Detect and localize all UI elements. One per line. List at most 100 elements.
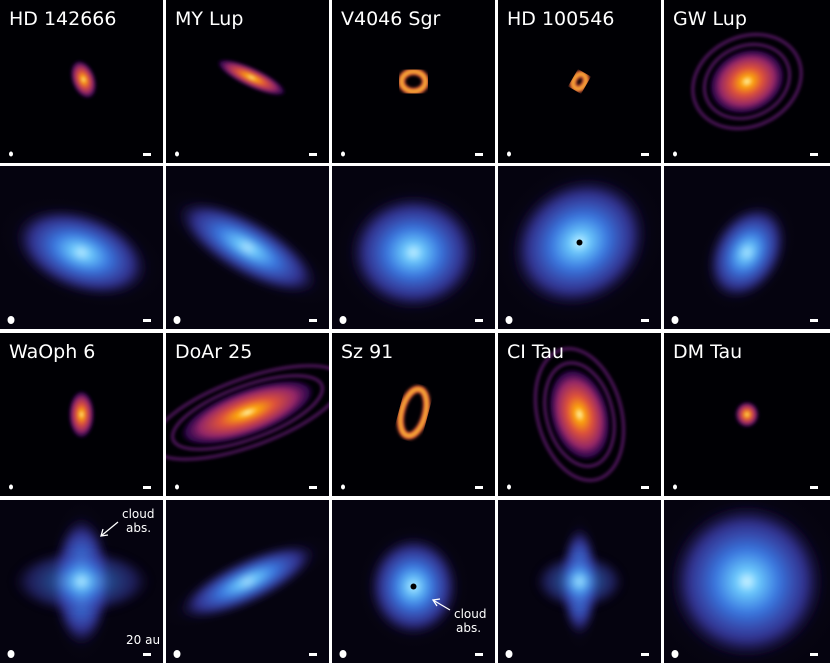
outer-ring xyxy=(691,33,803,130)
scale-bar xyxy=(641,153,649,156)
beam xyxy=(505,316,513,324)
image xyxy=(166,529,329,634)
ring-core xyxy=(571,72,588,91)
beam xyxy=(671,650,679,658)
panel xyxy=(664,166,830,329)
scale-bar xyxy=(143,486,151,489)
image xyxy=(533,347,626,482)
beam xyxy=(7,316,15,324)
scattered-light xyxy=(348,194,479,311)
beam xyxy=(339,316,347,324)
scale-bar xyxy=(143,153,151,156)
scale-bar xyxy=(475,153,483,156)
target-label: GW Lup xyxy=(673,8,747,30)
beam xyxy=(673,151,677,157)
panel: V4046 Sgr xyxy=(332,0,495,163)
scattered-light xyxy=(14,207,149,298)
beam xyxy=(507,151,511,157)
beam xyxy=(175,151,179,157)
beam xyxy=(9,484,13,490)
image xyxy=(534,504,625,659)
target-label: WaOph 6 xyxy=(9,341,95,363)
scale-bar xyxy=(641,319,649,322)
outer-ring xyxy=(533,347,626,482)
image xyxy=(0,190,163,315)
target-label: Sz 91 xyxy=(341,341,393,363)
annotation: cloud xyxy=(454,607,487,621)
panel xyxy=(166,166,329,329)
panel: CI Tau xyxy=(498,333,661,496)
disk xyxy=(708,47,786,116)
scale-bar xyxy=(309,653,317,656)
arrow xyxy=(432,599,451,611)
beam xyxy=(671,316,679,324)
image xyxy=(569,70,590,93)
beam xyxy=(339,650,347,658)
ring-core xyxy=(398,387,429,438)
outer-ring xyxy=(543,361,616,468)
beam xyxy=(173,650,181,658)
scale-bar xyxy=(641,486,649,489)
scattered-light xyxy=(669,503,825,660)
arrow-head xyxy=(431,598,441,607)
scale-bar xyxy=(810,153,818,156)
outer-ring xyxy=(171,374,324,451)
disk xyxy=(216,59,287,96)
scale-bar xyxy=(309,319,317,322)
arrow xyxy=(100,521,119,537)
beam xyxy=(173,316,181,324)
panel xyxy=(332,500,495,663)
panel xyxy=(332,166,495,329)
panel: HD 142666 xyxy=(0,0,163,163)
panel-background xyxy=(498,0,661,163)
beam xyxy=(9,151,13,157)
disk xyxy=(735,401,759,428)
panel: HD 100546 xyxy=(498,0,661,163)
outer-ring xyxy=(166,364,329,461)
beam xyxy=(505,650,513,658)
scattered-light xyxy=(176,200,319,295)
disk xyxy=(68,390,95,439)
scale-bar xyxy=(475,319,483,322)
beam xyxy=(175,484,179,490)
central-hole xyxy=(576,239,583,246)
image xyxy=(11,500,152,663)
image xyxy=(166,364,329,461)
annotation: abs. xyxy=(456,621,481,635)
image xyxy=(332,171,495,329)
beam xyxy=(673,484,677,490)
image xyxy=(166,182,329,313)
outer-ring xyxy=(702,43,792,120)
scale-bar xyxy=(810,319,818,322)
panel: GW Lup xyxy=(664,0,830,163)
image xyxy=(398,68,429,95)
target-label: HD 100546 xyxy=(507,8,615,30)
lobe xyxy=(534,554,625,609)
panel: MY Lup xyxy=(166,0,329,163)
scale-bar xyxy=(475,653,483,656)
scale-bar-label: 20 au xyxy=(126,633,160,647)
scale-bar xyxy=(810,486,818,489)
image xyxy=(350,516,477,657)
panel-background xyxy=(332,333,495,496)
panel-background xyxy=(332,0,495,163)
annotations: cloud abs. cloud abs. 20 au xyxy=(100,507,487,647)
arrow-head xyxy=(100,528,109,537)
image xyxy=(691,187,803,318)
scattered-light xyxy=(707,205,787,300)
image xyxy=(664,500,830,663)
image xyxy=(70,60,97,99)
target-label: V4046 Sgr xyxy=(341,8,441,30)
scale-bar xyxy=(143,653,151,656)
panel: DoAr 25 xyxy=(166,333,329,496)
image xyxy=(691,33,803,130)
scale-bar xyxy=(309,486,317,489)
disk xyxy=(179,379,316,446)
ring-core xyxy=(400,70,427,93)
panel xyxy=(664,500,830,663)
scale-bar xyxy=(143,319,151,322)
disk xyxy=(547,367,612,462)
target-label: MY Lup xyxy=(175,8,243,30)
